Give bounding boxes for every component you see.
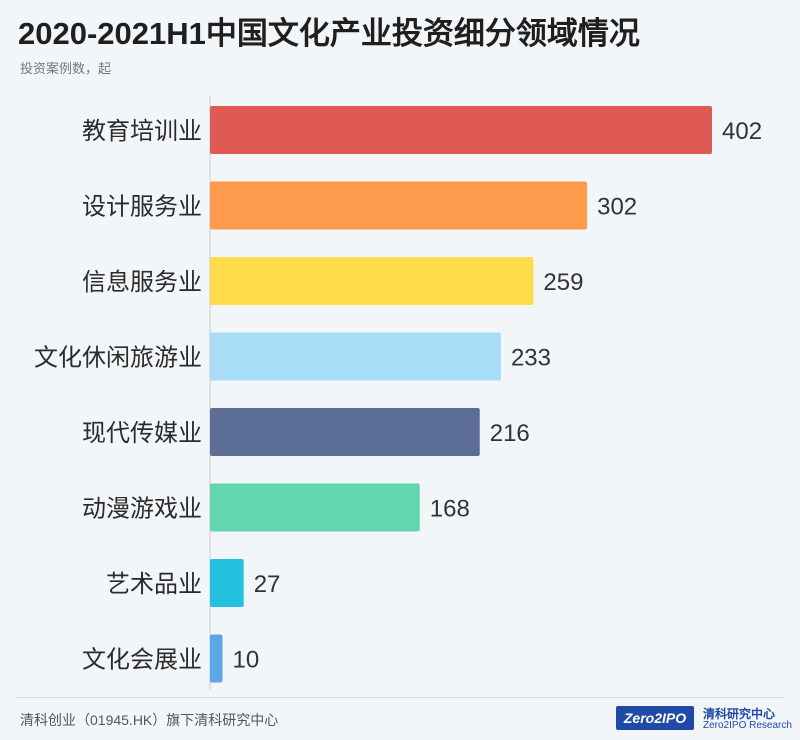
bar-2	[210, 257, 534, 305]
value-label: 216	[490, 420, 530, 447]
chart-title: 2020-2021H1中国文化产业投资细分领域情况	[18, 16, 640, 51]
bar-6	[210, 559, 244, 607]
category-label: 教育培训业	[82, 118, 202, 145]
footer-source: 清科创业（01945.HK）旗下清科研究中心	[20, 712, 279, 728]
value-label: 259	[543, 269, 583, 296]
bar-5	[210, 483, 420, 532]
value-label: 402	[722, 118, 762, 145]
category-label: 文化会展业	[82, 647, 202, 674]
category-label: 艺术品业	[106, 571, 202, 598]
bar-4	[210, 408, 480, 456]
value-label: 10	[232, 647, 259, 674]
category-label: 动漫游戏业	[82, 496, 202, 523]
category-label: 文化休闲旅游业	[34, 345, 202, 372]
zero2ipo-logo: Zero2IPO	[616, 706, 694, 730]
footer-divider	[15, 697, 785, 698]
category-label: 信息服务业	[82, 269, 202, 296]
value-label: 233	[511, 345, 551, 372]
bar-0	[210, 106, 712, 154]
chart-subtitle: 投资案例数，起	[20, 61, 112, 76]
category-label: 现代传媒业	[82, 420, 202, 447]
value-label: 27	[254, 571, 281, 598]
bar-7	[210, 634, 223, 683]
bar-1	[210, 181, 588, 230]
value-label: 168	[430, 496, 470, 523]
value-label: 302	[597, 194, 637, 221]
bar-chart: 教育培训业 402 设计服务业 302 信息服务业 259 文化休闲旅游业 233 现代传媒业 2…	[34, 96, 762, 690]
bar-3	[210, 332, 501, 381]
category-label: 设计服务业	[82, 194, 202, 221]
logo-text-cn: 清科研究中心	[703, 707, 776, 721]
logo-text-en: Zero2IPO Research	[703, 720, 792, 731]
